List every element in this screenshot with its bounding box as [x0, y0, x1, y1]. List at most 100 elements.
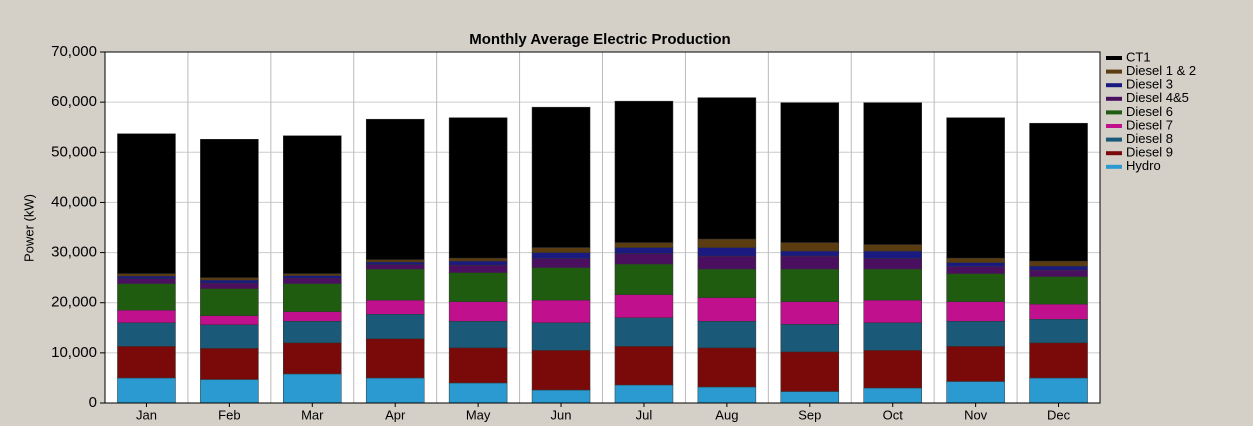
bar-segment — [946, 262, 1005, 267]
bar-segment — [117, 346, 176, 379]
bar-segment — [780, 102, 840, 243]
y-tick-label: 60,000 — [51, 93, 97, 110]
bar-segment — [117, 273, 176, 277]
bar-segment — [946, 381, 1005, 404]
y-axis-label: Power (kW) — [21, 194, 36, 262]
bar-segment — [365, 261, 425, 265]
bar-segment — [531, 252, 591, 259]
bar-segment — [697, 97, 757, 240]
x-tick-label: Jan — [136, 407, 157, 422]
legend-label: Diesel 9 — [1126, 145, 1173, 160]
bar-segment — [780, 391, 840, 404]
bar-segment — [697, 347, 757, 388]
bar-segment — [117, 283, 176, 311]
bar-segment — [283, 311, 342, 322]
bar-segment — [780, 242, 840, 252]
x-tick-label: Aug — [715, 407, 738, 422]
x-tick-label: Dec — [1047, 407, 1071, 422]
bar-segment — [531, 247, 591, 253]
bar-segment — [448, 382, 508, 404]
bar-segment — [863, 387, 922, 404]
bar-segment — [283, 321, 342, 344]
bar-segment — [531, 106, 591, 248]
bar-segment — [448, 301, 508, 322]
bar-segment — [1029, 269, 1088, 277]
bar-segment — [863, 322, 922, 351]
bar-segment — [117, 309, 176, 324]
bar-segment — [614, 247, 674, 254]
bar-segment — [863, 102, 922, 245]
bar-segment — [1029, 303, 1088, 320]
x-tick-label: Apr — [385, 407, 406, 422]
bar-segment — [946, 117, 1005, 259]
bar-segment — [365, 338, 425, 379]
bar-segment — [531, 389, 591, 404]
bar-segment — [365, 268, 425, 301]
y-tick-label: 0 — [89, 394, 97, 411]
legend-label: Diesel 4&5 — [1126, 90, 1189, 105]
bar-segment — [863, 250, 922, 259]
bar-segment — [200, 279, 259, 284]
bar-segment — [448, 260, 508, 266]
y-tick-label: 50,000 — [51, 143, 97, 160]
bar-segment — [1029, 377, 1088, 404]
bar-segment — [283, 275, 342, 279]
bar-segment — [780, 255, 840, 270]
bar-segment — [365, 299, 425, 315]
bar-segment — [614, 263, 674, 295]
legend-label: Diesel 3 — [1126, 77, 1173, 92]
bar-segment — [1029, 260, 1088, 267]
legend-label: Diesel 6 — [1126, 104, 1173, 119]
bar-segment — [531, 258, 591, 268]
bar-segment — [946, 321, 1005, 347]
y-tick-label: 20,000 — [51, 294, 97, 311]
legend-label: Diesel 8 — [1126, 131, 1173, 146]
bar-segment — [946, 301, 1005, 322]
bar-segment — [697, 321, 757, 349]
bar-segment — [365, 264, 425, 270]
bar-segment — [946, 273, 1005, 302]
bar-segment — [448, 257, 508, 262]
bar-segment — [200, 315, 259, 326]
bar-segment — [780, 351, 840, 392]
bar-segment — [283, 273, 342, 276]
y-tick-label: 40,000 — [51, 193, 97, 210]
bar-segment — [697, 247, 757, 257]
bar-segment — [780, 324, 840, 353]
bar-segment — [780, 250, 840, 257]
bar-segment — [448, 347, 508, 384]
x-tick-label: Jul — [636, 407, 653, 422]
bar-segment — [1029, 276, 1088, 305]
bar-segment — [117, 322, 176, 347]
legend-label: CT1 — [1126, 49, 1151, 64]
bar-segment — [448, 321, 508, 349]
x-tick-label: Oct — [883, 407, 904, 422]
bar-segment — [365, 377, 425, 404]
bar-segment — [200, 138, 259, 278]
bar-segment — [200, 379, 259, 404]
bar-segment — [1029, 342, 1088, 379]
bar-segment — [117, 278, 176, 284]
bar-segment — [946, 257, 1005, 263]
y-tick-label: 10,000 — [51, 344, 97, 361]
bar-segment — [365, 313, 425, 340]
bar-segment — [780, 301, 840, 325]
bar-segment — [946, 346, 1005, 382]
bar-segment — [614, 294, 674, 319]
x-tick-label: Nov — [964, 407, 988, 422]
x-tick-label: May — [466, 407, 491, 422]
bar-segment — [780, 268, 840, 302]
bar-segment — [614, 384, 674, 404]
bar-segment — [448, 264, 508, 273]
bar-segment — [117, 133, 176, 274]
bar-segment — [697, 386, 757, 404]
bar-segment — [1029, 319, 1088, 344]
bar-segment — [697, 238, 757, 248]
legend-label: Diesel 7 — [1126, 117, 1173, 132]
bar-segment — [531, 267, 591, 301]
y-tick-label: 30,000 — [51, 244, 97, 261]
bar-segment — [614, 253, 674, 265]
y-tick-label: 70,000 — [51, 43, 97, 60]
bar-segment — [863, 268, 922, 301]
x-tick-label: Sep — [798, 407, 821, 422]
